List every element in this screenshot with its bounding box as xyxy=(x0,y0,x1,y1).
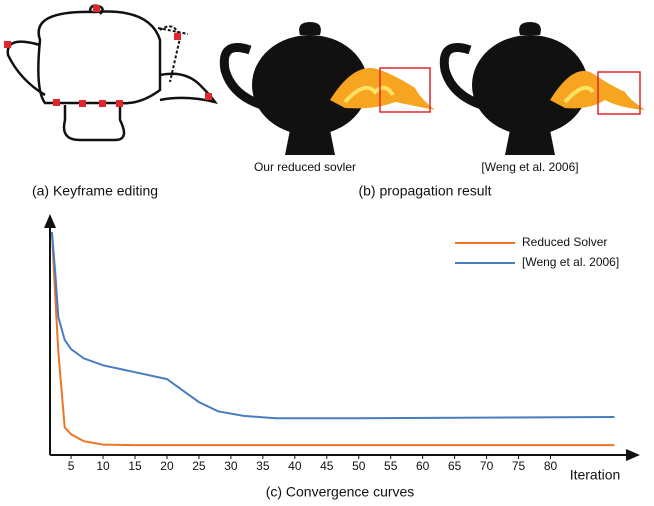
x-tick-label: 15 xyxy=(128,459,142,473)
x-tick-label: 40 xyxy=(288,459,302,473)
x-tick-label: 75 xyxy=(512,459,526,473)
x-tick-label: 25 xyxy=(192,459,206,473)
figure: Our reduced sovler [Weng et al. 2006] (a… xyxy=(0,0,654,506)
axes xyxy=(44,214,640,461)
x-tick-label: 50 xyxy=(352,459,366,473)
teapot-result-right xyxy=(444,22,645,155)
control-points xyxy=(4,5,212,107)
caption: (c) Convergence curves xyxy=(266,484,415,500)
x-tick-label: 30 xyxy=(224,459,238,473)
page: Our reduced sovler [Weng et al. 2006] (a… xyxy=(0,0,654,506)
x-tick-label: 10 xyxy=(96,459,110,473)
sub-label: Our reduced sovler xyxy=(254,160,356,174)
caption: (a) Keyframe editing xyxy=(32,183,158,199)
x-tick-label: 20 xyxy=(160,459,174,473)
x-tick-label: 80 xyxy=(544,459,558,473)
teapot-result-left xyxy=(224,22,435,155)
keyframe-sketch xyxy=(8,6,215,140)
x-tick-label: 35 xyxy=(256,459,270,473)
x-tick-label: 45 xyxy=(320,459,334,473)
caption: (b) propagation result xyxy=(358,183,491,199)
x-tick-label: 65 xyxy=(448,459,462,473)
x-axis-label: Iteration xyxy=(570,467,621,483)
sub-label: [Weng et al. 2006] xyxy=(481,160,578,174)
legend-label: Reduced Solver xyxy=(522,235,607,249)
x-tick-label: 55 xyxy=(384,459,398,473)
x-tick-label: 70 xyxy=(480,459,494,473)
legend-label: [Weng et al. 2006] xyxy=(522,255,619,269)
x-tick-label: 60 xyxy=(416,459,430,473)
x-tick-label: 5 xyxy=(68,459,75,473)
